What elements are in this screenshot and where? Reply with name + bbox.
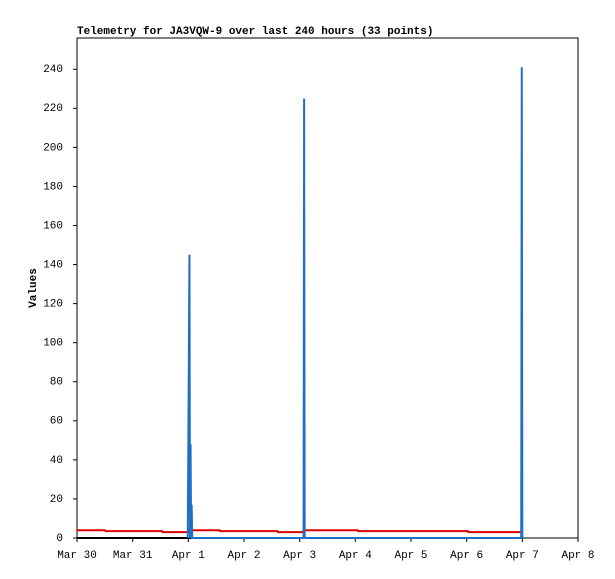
y-tick-label: 80 <box>50 377 63 389</box>
x-tick-label: Apr 5 <box>394 550 427 562</box>
y-tick-label: 160 <box>43 220 63 232</box>
x-tick-label: Apr 2 <box>227 550 260 562</box>
y-tick-label: 180 <box>43 181 63 193</box>
y-axis-label: Values <box>28 268 40 308</box>
x-tick-label: Apr 3 <box>283 550 316 562</box>
y-tick-label: 240 <box>43 64 63 76</box>
y-tick-label: 200 <box>43 142 63 154</box>
y-tick-label: 60 <box>50 416 63 428</box>
y-tick-label: 100 <box>43 338 63 350</box>
y-tick-label: 20 <box>50 494 63 506</box>
y-tick-label: 120 <box>43 299 63 311</box>
chart-title: Telemetry for JA3VQW-9 over last 240 hou… <box>77 26 433 38</box>
series-line <box>186 67 524 539</box>
x-tick-label: Mar 31 <box>113 550 153 562</box>
series-line <box>77 529 522 534</box>
x-tick-label: Apr 7 <box>506 550 539 562</box>
y-tick-label: 0 <box>56 533 63 545</box>
y-tick-label: 140 <box>43 259 63 271</box>
plot-area <box>76 37 579 539</box>
x-tick-label: Apr 1 <box>172 550 205 562</box>
x-tick-label: Apr 6 <box>450 550 483 562</box>
y-tick-label: 220 <box>43 103 63 115</box>
x-tick-label: Apr 8 <box>561 550 594 562</box>
y-tick-label: 40 <box>50 455 63 467</box>
x-tick-label: Mar 30 <box>57 550 97 562</box>
x-tick-label: Apr 4 <box>339 550 372 562</box>
